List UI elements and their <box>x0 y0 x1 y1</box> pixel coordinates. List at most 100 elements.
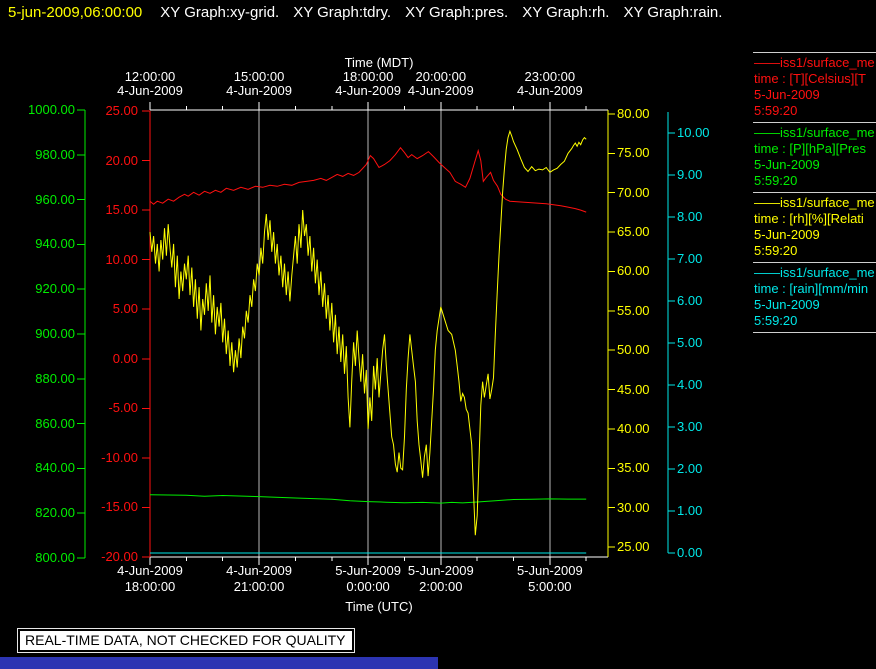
legend-line-sample-icon: —— <box>754 195 780 210</box>
tick-label-pressure: 860.00 <box>35 415 75 431</box>
tick-label-pressure: 980.00 <box>35 146 75 162</box>
tick-label-pressure: 800.00 <box>35 550 75 565</box>
tick-label-humidity: 50.00 <box>617 342 650 358</box>
tick-label-time-mdt: 15:00:00 <box>233 69 285 84</box>
tick-label-time-mdt: 20:00:00 <box>415 69 467 84</box>
tick-label-humidity: 25.00 <box>617 539 650 554</box>
legend-date: 5-Jun-2009 <box>754 227 820 242</box>
tick-label-temperature: 15.00 <box>105 202 138 218</box>
legend-series-title: ——iss1/surface_me <box>754 265 876 281</box>
tick-label-rain: 2.00 <box>677 461 703 476</box>
trace-pres <box>149 494 587 504</box>
tick-label-humidity: 65.00 <box>617 224 650 240</box>
tick-label-date-utc: 4-Jun-2009 <box>226 563 292 578</box>
tick-label-time-utc: 0:00:00 <box>346 579 390 594</box>
legend-line-sample-icon: —— <box>754 265 780 280</box>
tick-label-date-utc: 4-Jun-2009 <box>117 563 183 578</box>
quality-warning-banner: REAL-TIME DATA, NOT CHECKED FOR QUALITY <box>20 631 353 650</box>
legend-time: 5:59:20 <box>754 313 798 328</box>
legend-series-title: ——iss1/surface_me <box>754 125 876 141</box>
tick-label-humidity: 75.00 <box>617 145 650 161</box>
legend-series-name: iss1/surface_me <box>780 265 875 280</box>
legend-date: 5-Jun-2009 <box>754 157 820 172</box>
legend-series-title: ——iss1/surface_me <box>754 195 876 211</box>
taskbar-fragment <box>0 657 438 669</box>
axis-title-pressure: Pressure (hPa) <box>11 301 26 389</box>
tick-label-rain: 8.00 <box>677 209 703 224</box>
tick-label-rain: 3.00 <box>677 419 703 434</box>
legend-series-title: ——iss1/surface_me <box>754 55 876 71</box>
tick-label-pressure: 960.00 <box>35 191 75 207</box>
tick-label-time-utc: 2:00:00 <box>419 579 463 594</box>
tick-label-time-mdt: 12:00:00 <box>124 69 176 84</box>
tick-label-humidity: 40.00 <box>617 420 650 436</box>
trace-rh <box>149 129 587 536</box>
tick-label-rain: 10.00 <box>677 125 710 140</box>
axis-title-rain-rate: Rain Rate (mm/min) <box>714 271 729 389</box>
legend-date: 5-Jun-2009 <box>754 87 820 102</box>
tick-label-temperature: 25.00 <box>105 103 138 118</box>
tick-label-time-utc: 21:00:00 <box>233 579 285 594</box>
tick-label-pressure: 880.00 <box>35 370 75 386</box>
tick-label-date-mdt: 4-Jun-2009 <box>117 83 183 98</box>
tick-label-time-mdt: 18:00:00 <box>342 69 394 84</box>
tick-label-humidity: 80.00 <box>617 106 650 121</box>
tick-label-pressure: 900.00 <box>35 326 75 341</box>
legend-series-name: iss1/surface_me <box>780 195 875 210</box>
tick-label-humidity: 70.00 <box>617 184 650 200</box>
tick-label-time-mdt: 23:00:00 <box>524 69 576 84</box>
legend-date: 5-Jun-2009 <box>754 297 820 312</box>
tick-label-rain: 7.00 <box>677 251 703 266</box>
legend-entry: ——iss1/surface_me time : [rh][%][Relati 5-… <box>753 192 876 262</box>
tick-label-date-utc: 5-Jun-2009 <box>516 563 583 578</box>
legend-time: 5:59:20 <box>754 103 798 118</box>
tick-label-date-mdt: 4-Jun-2009 <box>407 83 474 98</box>
tick-label-humidity: 45.00 <box>617 381 650 397</box>
tick-label-pressure: 940.00 <box>35 236 75 252</box>
title-graph-tab: XY Graph:pres. <box>405 4 509 21</box>
tick-label-date-utc: 5-Jun-2009 <box>407 563 474 578</box>
axis-title-temperature: Temperature (Celsius) <box>88 278 103 406</box>
legend-time: 5:59:20 <box>754 243 798 258</box>
tick-label-pressure: 820.00 <box>35 505 75 521</box>
tick-label-date-mdt: 4-Jun-2009 <box>335 83 401 98</box>
tick-label-temperature: -10.00 <box>101 449 138 465</box>
legend-series-detail: time : [T][Celsius][T <box>754 71 866 86</box>
tick-label-rain: 0.00 <box>677 545 703 560</box>
tick-label-rain: 9.00 <box>677 167 703 182</box>
legend-panel: ——iss1/surface_me time : [T][Celsius][T 5-… <box>753 52 876 333</box>
trace-tdry <box>149 146 587 213</box>
tick-label-date-mdt: 4-Jun-2009 <box>226 83 292 98</box>
tick-label-rain: 1.00 <box>677 503 703 518</box>
axis-title-time-mdt: Time (MDT) <box>344 55 414 70</box>
tick-label-rain: 4.00 <box>677 377 703 392</box>
plot-area[interactable] <box>150 110 608 557</box>
legend-series-detail: time : [P][hPa][Pres <box>754 141 866 156</box>
legend-time: 5:59:20 <box>754 173 798 188</box>
window-datetime: 5-jun-2009,06:00:00 <box>8 4 143 21</box>
legend-series-name: iss1/surface_me <box>780 55 875 70</box>
tick-label-pressure: 920.00 <box>35 281 75 297</box>
tick-label-temperature: 5.00 <box>112 301 138 317</box>
title-graph-tab: XY Graph:rain. <box>623 4 723 21</box>
tick-label-humidity: 35.00 <box>617 460 650 476</box>
axis-title-humidity: Relative Humidity (%) <box>650 272 665 398</box>
tick-label-temperature: -5.00 <box>108 400 138 416</box>
tick-label-rain: 5.00 <box>677 335 703 350</box>
legend-series-detail: time : [rh][%][Relati <box>754 211 864 226</box>
title-graph-tab: XY Graph:xy-grid. <box>160 4 280 21</box>
title-bar: 5-jun-2009,06:00:00 XY Graph:xy-grid. XY G… <box>8 4 736 21</box>
tick-label-temperature: -20.00 <box>101 549 138 564</box>
tick-label-rain: 6.00 <box>677 293 703 308</box>
legend-entry: ——iss1/surface_me time : [rain][mm/min 5-J… <box>753 262 876 333</box>
tick-label-date-utc: 5-Jun-2009 <box>335 563 401 578</box>
legend-series-name: iss1/surface_me <box>780 125 875 140</box>
legend-entry: ——iss1/surface_me time : [P][hPa][Pres 5-J… <box>753 122 876 192</box>
axis-title-time-utc: Time (UTC) <box>345 599 413 614</box>
tick-label-humidity: 60.00 <box>617 263 650 279</box>
tick-label-time-utc: 18:00:00 <box>124 579 176 594</box>
tick-label-temperature: 0.00 <box>112 350 138 366</box>
tick-label-humidity: 30.00 <box>617 499 650 515</box>
